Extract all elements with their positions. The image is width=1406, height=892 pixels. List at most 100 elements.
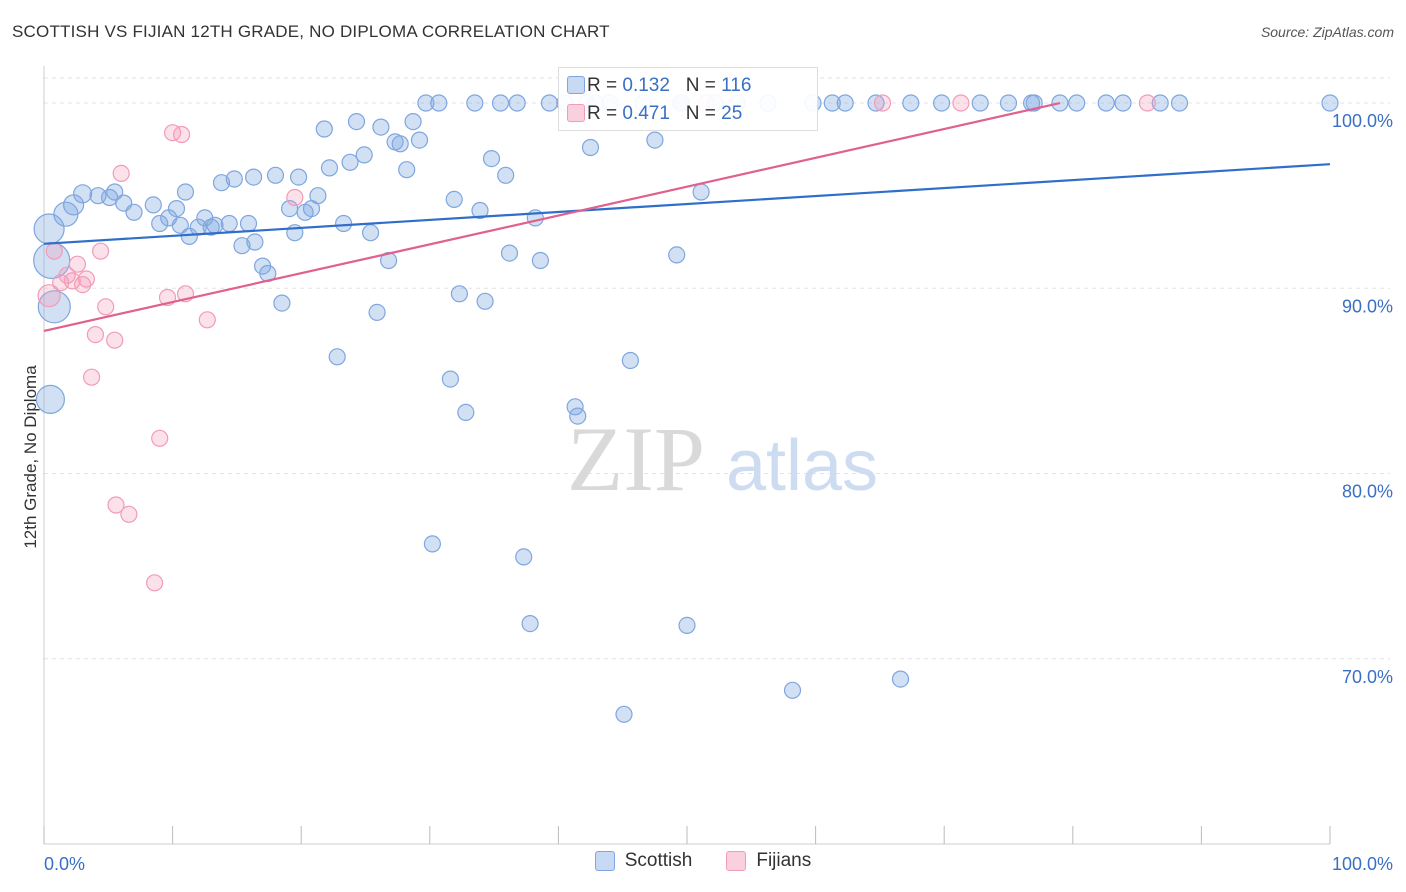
stats-row-fijians: R = 0.471 N = 25 [567,100,742,128]
point-scottish [621,351,640,370]
point-scottish [531,251,550,270]
point-fijians [97,298,115,316]
point-scottish [176,183,195,201]
legend-item-scottish[interactable]: Scottish [594,850,693,872]
point-fijians [63,272,81,290]
watermark-atlas: atlas [726,426,878,506]
point-scottish [72,184,93,204]
point-scottish [144,196,162,214]
point-scottish [971,94,989,112]
stats-n-label: N = [685,75,722,96]
chart-title: SCOTTISH VS FIJIAN 12TH GRADE, NO DIPLOM… [12,22,610,41]
stats-box: R = 0.132 N = 116 R = 0.471 N = 25 [558,67,818,131]
point-scottish [410,131,429,149]
source-label: Source: ZipAtlas.com [1260,24,1394,40]
point-scottish [999,94,1018,112]
point-scottish [315,120,333,138]
point-scottish [239,214,258,233]
point-scottish [362,224,380,242]
point-scottish [1321,94,1339,112]
point-scottish [391,135,409,153]
legend-swatch-scottish [594,851,615,871]
point-scottish [266,166,285,184]
stats-r-value: 0.471 [622,103,670,124]
point-scottish [646,131,664,149]
point-scottish [372,118,390,136]
point-scottish [417,94,435,112]
point-fijians [952,94,970,112]
point-scottish [482,150,501,168]
point-scottish [668,246,686,264]
point-scottish [171,216,189,234]
point-scottish [100,188,119,207]
grid-lines [44,77,1390,660]
point-scottish [692,183,710,201]
axes [43,66,1331,845]
point-fijians [77,270,96,288]
trend-line-fijians [43,101,1061,332]
point-scottish [423,535,441,553]
point-scottish [335,214,353,233]
point-fijians [1138,94,1157,112]
point-fijians [873,94,892,112]
point-scottish [225,170,243,188]
legend-swatch-fijians [726,851,747,871]
legend-label-scottish: Scottish [624,850,693,871]
point-scottish [1151,94,1169,112]
y-axis-label: 12th Grade, No Diploma [21,365,40,549]
point-scottish [125,203,143,221]
point-fijians [45,242,63,260]
stats-swatch-scottish [567,76,585,94]
point-scottish [466,94,484,112]
point-scottish [508,94,526,112]
point-scottish [836,94,854,112]
x-tick-label-max: 100.0% [1332,854,1393,874]
point-fijians [173,125,191,144]
point-fijians [151,429,169,447]
y-tick-label: 70.0% [1342,667,1393,687]
tick-labels: 70.0% 80.0% 90.0% 100.0% 0.0% 100.0% [44,111,1393,874]
point-scottish [500,244,519,262]
point-scottish [441,370,459,388]
stats-swatch-fijians [567,104,585,122]
y-tick-label: 100.0% [1332,111,1393,131]
x-tick-label-min: 0.0% [44,854,85,874]
point-scottish [491,94,510,112]
point-scottish [37,290,71,324]
point-scottish [206,216,224,234]
point-fijians [107,496,125,514]
point-fijians [106,331,124,349]
point-fijians [112,164,130,182]
point-fijians [286,188,304,207]
point-scottish [167,200,186,218]
point-scottish [233,237,251,255]
point-scottish [569,407,587,425]
watermark-zip: ZIP [567,408,705,510]
point-scottish [457,403,475,421]
point-scottish [246,233,264,251]
y-tick-label: 80.0% [1342,482,1393,502]
stats-r-value: 0.132 [622,75,670,96]
point-scottish [891,670,910,688]
point-fijians [68,255,87,273]
point-scottish [398,161,416,179]
point-scottish [347,112,366,131]
point-scottish [1114,94,1132,112]
point-scottish [1097,94,1115,112]
point-scottish [35,384,66,414]
point-scottish [212,174,231,192]
stats-n-value: 116 [721,75,752,96]
trend-line-scottish [43,163,1331,245]
point-scottish [902,94,920,112]
point-fijians [198,311,216,329]
point-scottish [1068,94,1086,112]
y-tick-label: 90.0% [1342,296,1393,316]
point-scottish [450,285,468,303]
point-scottish [151,214,169,233]
point-fijians [37,284,61,308]
point-scottish [368,303,386,321]
legend: Scottish Fijians [0,850,1406,872]
legend-label-fijians: Fijians [756,850,812,871]
legend-item-fijians[interactable]: Fijians [726,850,811,872]
